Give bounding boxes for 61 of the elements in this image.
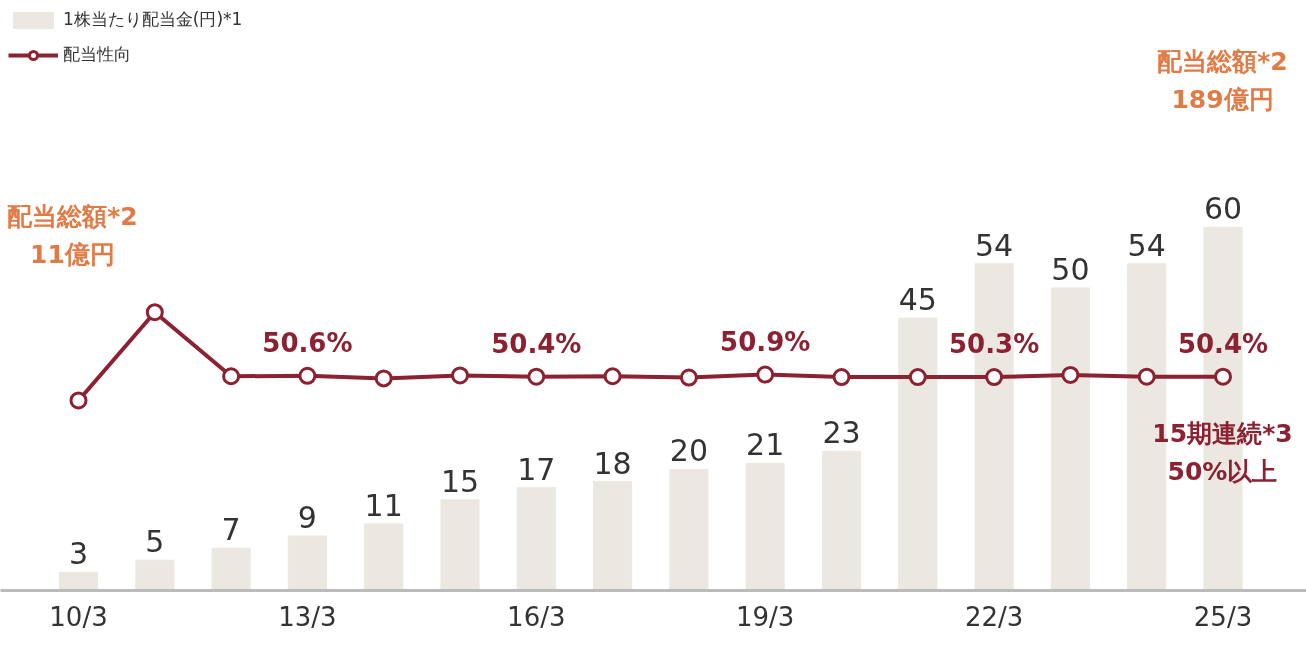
data-label: 21 — [746, 427, 785, 463]
point — [374, 369, 393, 388]
text: 配当総額*2 189億円 — [1157, 47, 1288, 114]
data-label: 17 — [517, 451, 556, 487]
point — [985, 368, 1004, 387]
bar — [364, 523, 404, 591]
legend-label: 配当性向 — [63, 43, 131, 66]
data-label: 23 — [822, 415, 861, 451]
bar — [745, 462, 785, 591]
data-label: 3 — [68, 536, 89, 572]
x-tick-label: 13/3 — [278, 601, 337, 632]
data-label: 50.9% — [720, 326, 811, 357]
x-tick-label: 16/3 — [507, 601, 566, 632]
x-tick-label: 22/3 — [964, 601, 1024, 632]
point — [298, 366, 317, 385]
bar — [1050, 287, 1090, 591]
bar — [211, 547, 251, 591]
bar — [516, 487, 556, 591]
bar — [440, 499, 480, 591]
data-label: 50.4% — [491, 328, 582, 359]
data-label: 7 — [221, 512, 241, 548]
data-label: 9 — [297, 500, 317, 536]
point — [1061, 366, 1080, 384]
point — [69, 391, 88, 410]
legend-label: 1株当たり配当金(円)*1 — [63, 8, 243, 31]
point — [679, 368, 698, 387]
data-label: 50 — [1051, 251, 1090, 287]
data-label: 54 — [1127, 227, 1166, 263]
data-label: 50.3% — [949, 329, 1040, 360]
data-label: 20 — [669, 433, 708, 469]
point — [832, 368, 851, 387]
x-tick-label: 19/3 — [736, 601, 795, 632]
bar — [669, 468, 709, 591]
annotation: 15期連続*3 50%以上 — [1152, 419, 1293, 486]
data-label: 15 — [440, 463, 480, 499]
x-tick-label: 25/3 — [1193, 601, 1253, 632]
point — [451, 366, 469, 385]
bar — [58, 571, 99, 591]
data-label: 5 — [145, 524, 165, 560]
x-tick-label: 10/3 — [49, 601, 108, 632]
data-label: 50.4% — [1177, 328, 1269, 359]
bar — [821, 450, 862, 591]
data-label: 54 — [975, 227, 1014, 263]
data-label: 18 — [593, 445, 632, 481]
bar — [135, 559, 175, 591]
point — [603, 367, 622, 386]
data-label: 50.6% — [262, 327, 353, 358]
annotation: 配当総額*2 11億円 — [7, 202, 138, 269]
point — [1137, 367, 1156, 386]
bar — [287, 535, 327, 591]
data-label: 11 — [364, 487, 403, 523]
bar — [593, 481, 633, 591]
point — [1214, 367, 1232, 386]
point — [527, 367, 546, 386]
point — [145, 303, 164, 322]
data-label: 60 — [1203, 191, 1243, 227]
point — [756, 365, 775, 384]
point — [908, 368, 927, 387]
point — [222, 367, 241, 386]
bar — [898, 317, 938, 591]
data-label: 45 — [898, 282, 937, 318]
